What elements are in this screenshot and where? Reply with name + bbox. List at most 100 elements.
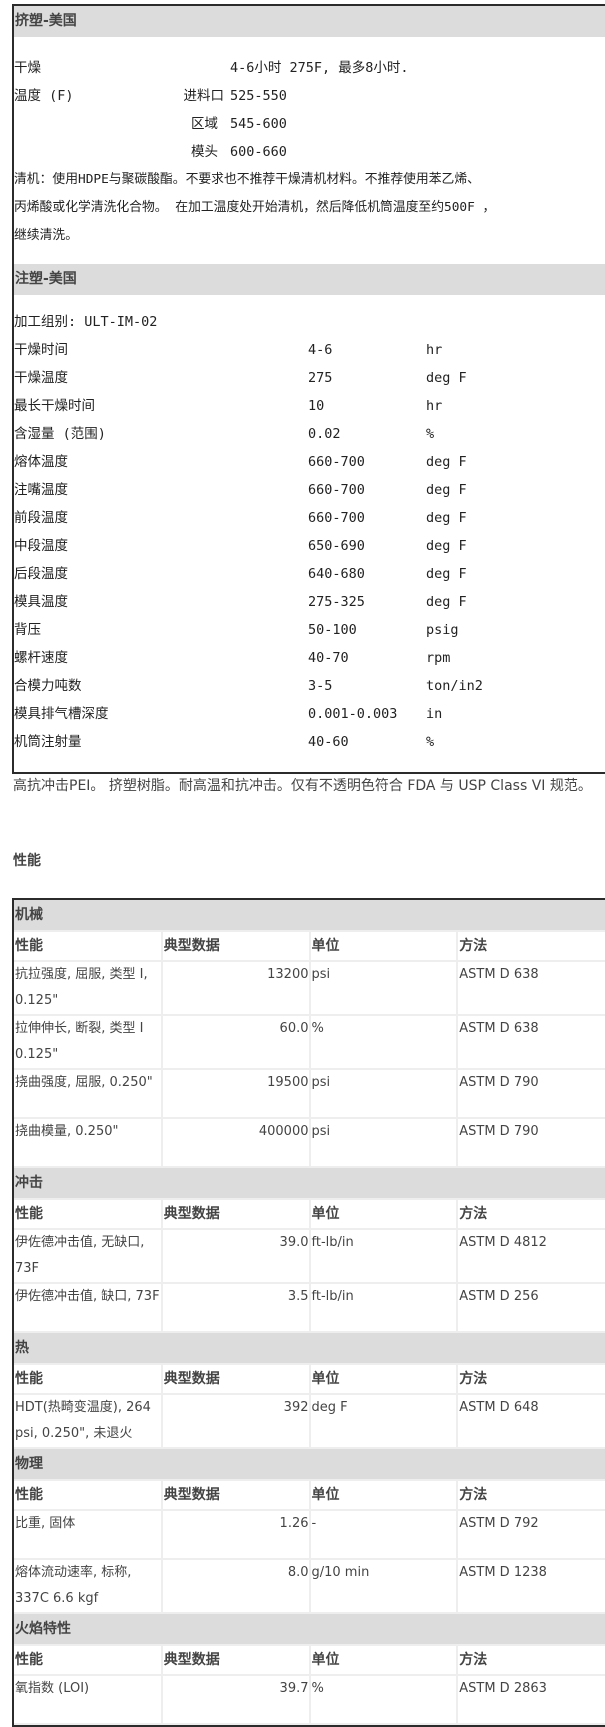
typical-value: 3.5 — [160, 1283, 311, 1333]
zone-value: 545-600 — [230, 116, 287, 132]
table-row: 氧指数 (LOI) 39.7% ASTM D 2863 — [14, 1675, 605, 1725]
injection-value: 275-325 — [308, 594, 365, 610]
section-title: 火焰特性 — [14, 1613, 605, 1646]
injection-value: 0.02 — [308, 426, 341, 442]
injection-name: 干燥温度 — [14, 370, 68, 386]
injection-rows: 干燥时间 4-6 hr 干燥温度 275 deg F 最长干燥时间 10 hr 含湿量 (范围) 0… — [14, 336, 605, 756]
typical-value: 19500 — [160, 1069, 311, 1119]
column-header-unit: 单位 — [309, 1480, 459, 1511]
section-title: 冲击 — [14, 1167, 605, 1200]
unit: % — [309, 1675, 459, 1725]
property-name: 比重, 固体 — [14, 1510, 162, 1560]
table-row: 伊佐德冲击值, 缺口, 73F 3.5 ft-lb/in ASTM D 256 — [14, 1283, 605, 1333]
injection-row: 螺杆速度 40-70 rpm — [14, 644, 605, 672]
purge-line: 清机：使用HDPE与聚碳酸酯。不要求也不推荐干燥清机材料。不推荐使用苯乙烯、 — [14, 172, 480, 187]
property-name: 伊佐德冲击值, 缺口, 73F — [14, 1283, 162, 1333]
unit: g/10 min — [309, 1559, 459, 1614]
typical-value: 39.0 — [160, 1229, 311, 1284]
test-method: ASTM D 4812 — [457, 1229, 605, 1284]
injection-unit: hr — [426, 342, 443, 358]
zone-label: 模头 — [191, 144, 218, 160]
column-header-property: 性能 — [14, 1364, 162, 1395]
column-header-row: 性能 典型数据 单位 方法 — [14, 1480, 605, 1511]
injection-value: 4-6 — [308, 342, 333, 358]
test-method: ASTM D 790 — [457, 1069, 605, 1119]
injection-row: 合模力吨数 3-5 ton/in2 — [14, 672, 605, 700]
injection-value: 650-690 — [308, 538, 365, 554]
injection-name: 含湿量 (范围) — [14, 426, 106, 442]
injection-row: 机筒注射量 40-60% — [14, 728, 605, 756]
column-header-property: 性能 — [14, 1480, 162, 1511]
section-title: 热 — [14, 1332, 605, 1365]
injection-unit: psig — [426, 622, 459, 638]
table-row: 抗拉强度, 屈服, 类型 I, 0.125" 13200 psi ASTM D 638 — [14, 961, 605, 1016]
injection-name: 背压 — [14, 622, 41, 638]
injection-value: 660-700 — [308, 482, 365, 498]
injection-row: 背压 50-100 psig — [14, 616, 605, 644]
injection-name: 注嘴温度 — [14, 482, 68, 498]
injection-name: 中段温度 — [14, 538, 68, 554]
column-header-row: 性能 典型数据 单位 方法 — [14, 1199, 605, 1230]
column-header-row: 性能 典型数据 单位 方法 — [14, 1645, 605, 1676]
temp-row-die: 模头 600-660 — [14, 138, 605, 166]
temp-row-zone: 区域 545-600 — [14, 110, 605, 138]
injection-unit: deg F — [426, 538, 467, 554]
injection-unit: % — [426, 734, 435, 750]
purge-line: 丙烯酸或化学清洗化合物。 在加工温度处开始清机，然后降低机筒温度至约500F ， — [14, 200, 496, 215]
injection-row: 前段温度 660-700 deg F — [14, 504, 605, 532]
drying-value: 4-6小时 275F, 最多8小时. — [230, 60, 409, 76]
injection-unit: deg F — [426, 566, 467, 582]
injection-value: 10 — [308, 398, 325, 414]
typical-value: 400000 — [160, 1118, 311, 1168]
properties-table-box: 机械 性能 典型数据 单位 方法 抗拉强度, 屈服, 类型 I, 0.125" 13200 p… — [12, 898, 605, 1727]
typical-value: 13200 — [160, 961, 311, 1016]
injection-row: 熔体温度 660-700 deg F — [14, 448, 605, 476]
injection-unit: % — [426, 426, 435, 442]
property-name: 熔体流动速率, 标称, 337C 6.6 kgf — [14, 1559, 162, 1614]
typical-value: 60.0 — [160, 1015, 311, 1070]
column-header-method: 方法 — [457, 931, 605, 962]
injection-name: 模具温度 — [14, 594, 68, 610]
section-header: 物理 — [14, 1448, 605, 1481]
injection-row: 中段温度 650-690 deg F — [14, 532, 605, 560]
temp-row-feed: 温度 (F) 进料口 525-550 — [14, 82, 605, 110]
injection-unit: deg F — [426, 510, 467, 526]
test-method: ASTM D 638 — [457, 1015, 605, 1070]
extrusion-header: 挤塑-美国 — [14, 6, 605, 37]
injection-value: 275 — [308, 370, 333, 386]
typical-value: 8.0 — [160, 1559, 311, 1614]
column-header-unit: 单位 — [309, 931, 459, 962]
property-name: 氧指数 (LOI) — [14, 1675, 162, 1725]
column-header-method: 方法 — [457, 1364, 605, 1395]
injection-unit: deg F — [426, 370, 467, 386]
unit: % — [309, 1015, 459, 1070]
column-header-typical: 典型数据 — [160, 1645, 311, 1676]
column-header-property: 性能 — [14, 931, 162, 962]
drying-row: 干燥 4-6小时 275F, 最多8小时. — [14, 54, 605, 82]
injection-row: 干燥温度 275 deg F — [14, 364, 605, 392]
test-method: ASTM D 1238 — [457, 1559, 605, 1614]
unit: ft-lb/in — [309, 1229, 459, 1284]
injection-unit: in — [426, 706, 443, 722]
zone-label: 区域 — [191, 116, 218, 132]
table-row: 伊佐德冲击值, 无缺口, 73F 39.0 ft-lb/in ASTM D 4812 — [14, 1229, 605, 1284]
column-header-typical: 典型数据 — [160, 1480, 311, 1511]
injection-name: 熔体温度 — [14, 454, 68, 470]
test-method: ASTM D 792 — [457, 1510, 605, 1560]
column-header-property: 性能 — [14, 1645, 162, 1676]
zone-value: 525-550 — [230, 88, 287, 104]
injection-value: 640-680 — [308, 566, 365, 582]
table-row: 挠曲模量, 0.250" 400000 psi ASTM D 790 — [14, 1118, 605, 1168]
property-name: HDT(热畸变温度), 264 psi, 0.250", 未退火 — [14, 1394, 162, 1449]
injection-value: 40-70 — [308, 650, 349, 666]
injection-row: 含湿量 (范围) 0.02% — [14, 420, 605, 448]
section-header: 热 — [14, 1332, 605, 1365]
test-method: ASTM D 648 — [457, 1394, 605, 1449]
properties-title: 性能 — [13, 853, 41, 869]
column-header-typical: 典型数据 — [160, 931, 311, 962]
injection-row: 最长干燥时间 10 hr — [14, 392, 605, 420]
typical-value: 1.26 — [160, 1510, 311, 1560]
table-row: 比重, 固体 1.26- ASTM D 792 — [14, 1510, 605, 1560]
unit: ft-lb/in — [309, 1283, 459, 1333]
column-header-property: 性能 — [14, 1199, 162, 1230]
